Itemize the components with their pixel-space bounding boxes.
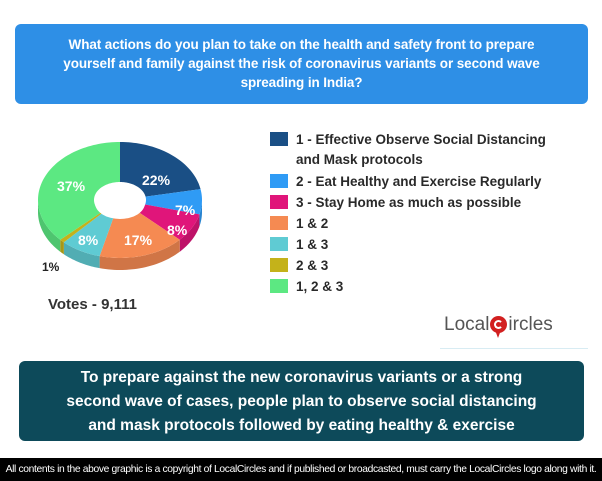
pct-label-123: 37% [57,178,86,194]
legend-label: 1 & 2 [296,216,329,231]
donut-chart: 22% 7% 8% 17% 8% 1% 37% [20,130,220,280]
summary-line: To prepare against the new coronavirus v… [80,369,523,386]
legend-swatch [270,216,288,230]
donut-chart-graphic [38,142,202,270]
question-line: yourself and family against the risk of … [63,56,540,71]
location-pin-icon [490,316,508,338]
summary-banner: To prepare against the new coronavirus v… [19,361,584,441]
summary-line: and mask protocols followed by eating he… [88,417,515,434]
question-line: What actions do you plan to take on the … [68,37,535,52]
votes-count: Votes - 9,111 [48,296,137,313]
question-banner: What actions do you plan to take on the … [15,24,588,104]
pct-label-2: 7% [175,202,196,218]
divider [440,348,588,349]
summary-line: second wave of cases, people plan to obs… [66,393,537,410]
pct-label-12: 17% [124,232,153,248]
legend-swatch [270,195,288,209]
pct-label-23: 1% [42,260,60,274]
legend-swatch [270,132,288,146]
legend-swatch [270,279,288,293]
legend-label: and Mask protocols [296,152,423,167]
logo-text-left: Local [444,314,490,335]
logo-text-right: ircles [508,314,553,335]
legend-label: 2 & 3 [296,258,329,273]
pct-label-3: 8% [167,222,188,238]
legend-label: 1, 2 & 3 [296,279,344,294]
legend-label: 2 - Eat Healthy and Exercise Regularly [296,174,542,189]
copyright-footer: All contents in the above graphic is a c… [0,458,602,481]
legend-label: 3 - Stay Home as much as possible [296,195,522,210]
legend-label: 1 - Effective Observe Social Distancing [296,132,546,147]
legend-label: 1 & 3 [296,237,329,252]
pct-label-1: 22% [142,172,171,188]
legend-swatch [270,258,288,272]
question-line: spreading in India? [240,75,363,90]
legend-swatch [270,237,288,251]
legend-swatch [270,174,288,188]
localcircles-logo: Local ircles [444,314,553,338]
pct-label-13: 8% [78,232,99,248]
